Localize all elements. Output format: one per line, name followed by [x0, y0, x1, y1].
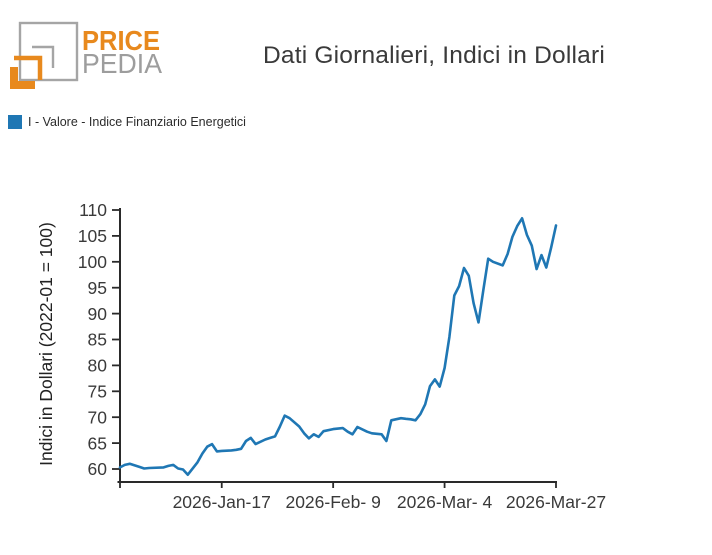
x-tick-label: 2026-Jan-17 — [173, 492, 271, 512]
pricepedia-logo: PRICE PEDIA — [10, 21, 162, 89]
logo-text-price: PRICE — [82, 25, 160, 56]
y-tick-label: 80 — [88, 356, 108, 376]
y-tick-label: 85 — [88, 330, 107, 350]
page-title: Dati Giornalieri, Indici in Dollari — [263, 42, 605, 69]
y-tick-label: 100 — [78, 252, 107, 272]
y-tick-label: 75 — [88, 382, 107, 402]
y-tick-label: 60 — [88, 459, 108, 479]
y-tick-label: 65 — [88, 433, 107, 453]
y-tick-label: 95 — [88, 278, 107, 298]
x-tick-label: 2026-Mar-27 — [506, 492, 606, 512]
y-tick-label: 90 — [88, 304, 108, 324]
x-tick-label: 2026-Feb- 9 — [285, 492, 380, 512]
logo-orange-corner — [10, 67, 35, 89]
x-tick-label: 2026-Mar- 4 — [397, 492, 493, 512]
y-tick-label: 70 — [88, 407, 108, 427]
logo-text-pedia: PEDIA — [82, 48, 162, 79]
y-tick-label: 105 — [78, 226, 107, 246]
legend: I - Valore - Indice Finanziario Energeti… — [8, 115, 246, 129]
logo-orange-bracket — [14, 55, 43, 80]
logo-gray-bracket — [32, 45, 55, 68]
logo-outer-square — [18, 21, 79, 82]
y-axis-title: Indici in Dollari (2022-01 = 100) — [36, 222, 56, 466]
series-line-indice-finanziario-energetici — [118, 217, 558, 477]
pricepedia-logo-mark — [10, 21, 79, 89]
legend-swatch — [8, 115, 22, 129]
legend-label: I - Valore - Indice Finanziario Energeti… — [28, 115, 246, 129]
y-tick-label: 110 — [79, 200, 107, 220]
